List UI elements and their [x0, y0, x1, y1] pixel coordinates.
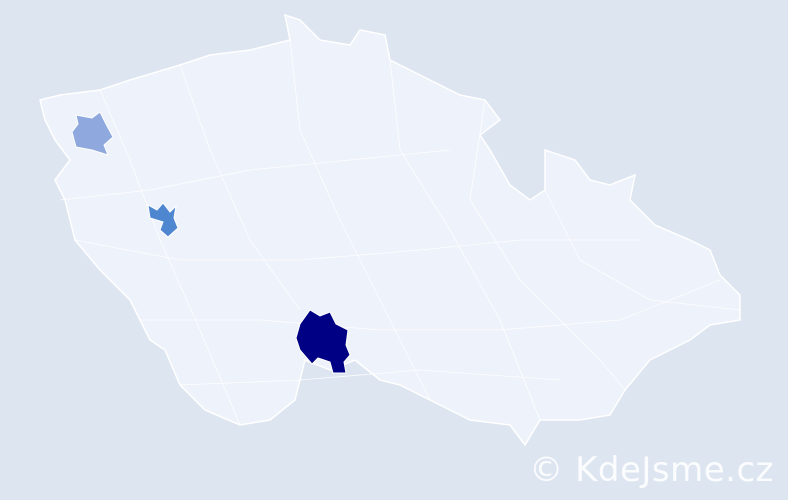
country-outline	[39, 13, 741, 447]
district-borders	[59, 39, 741, 426]
watermark: © KdeJsme.cz	[529, 450, 774, 490]
district-northwest[interactable]	[71, 111, 114, 156]
district-west[interactable]	[147, 202, 179, 238]
district-south[interactable]	[295, 309, 351, 374]
